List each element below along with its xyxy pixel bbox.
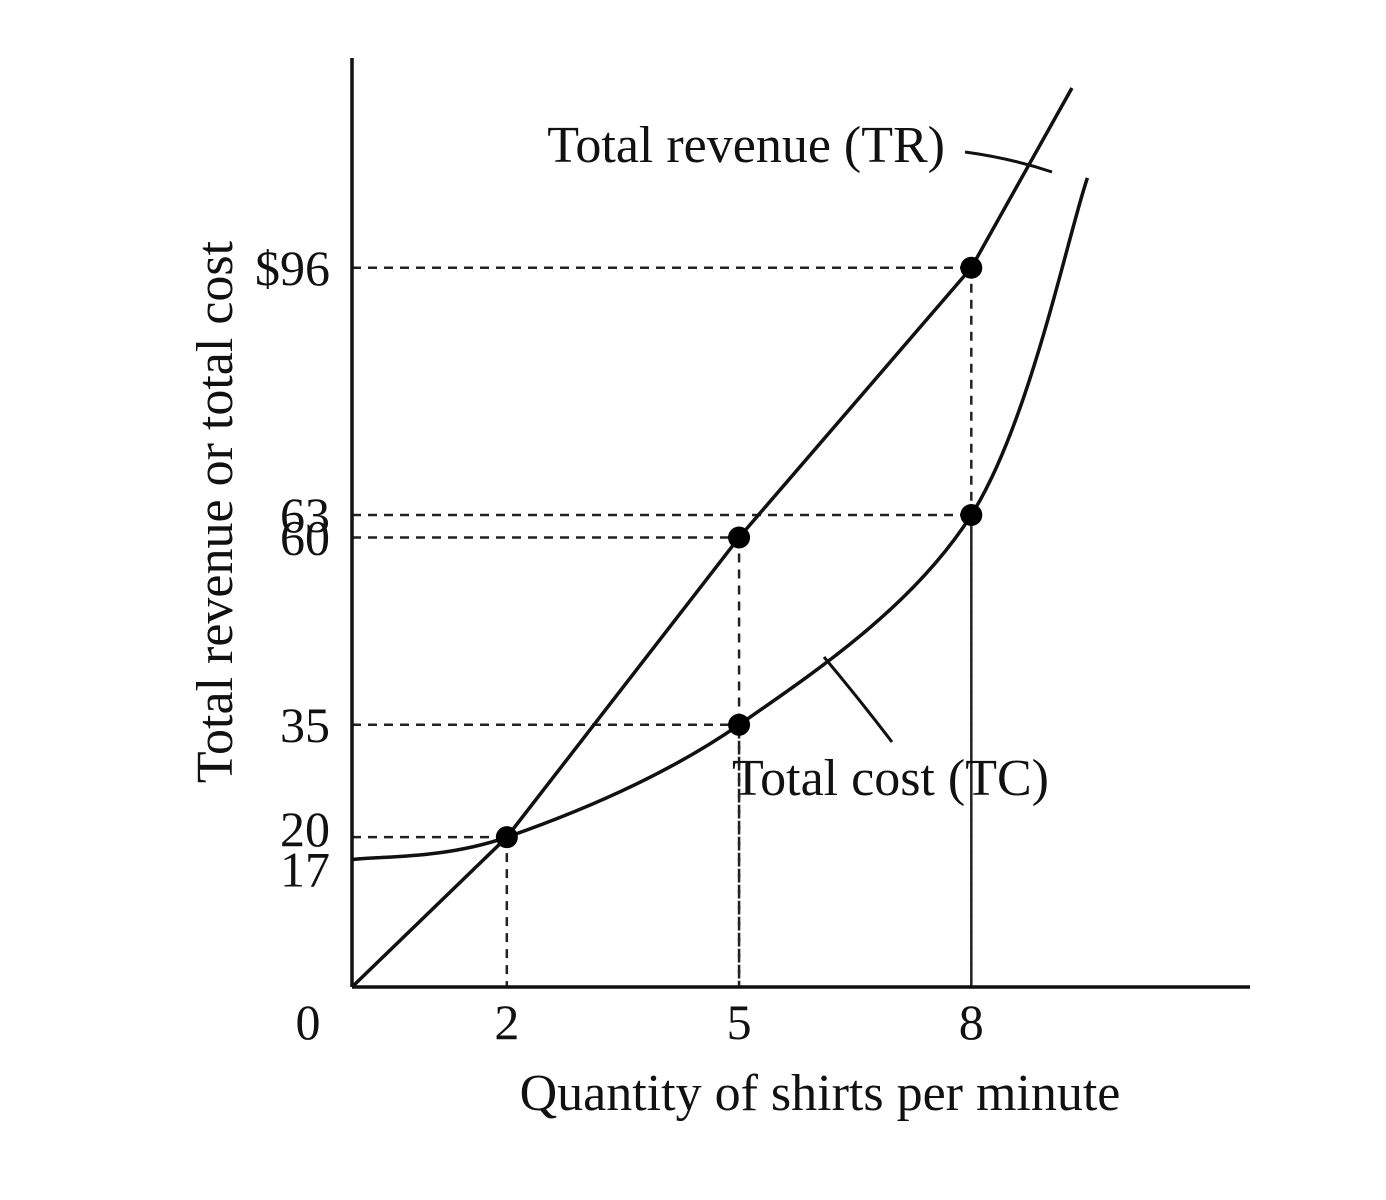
- tc-curve: [351, 177, 1090, 862]
- data-point-4: [960, 504, 983, 527]
- tr-series-label: Total revenue (TR): [547, 117, 945, 174]
- origin-label: 0: [296, 994, 321, 1050]
- guide-lines: [352, 266, 973, 987]
- data-points: [495, 256, 983, 849]
- y-tick-label-1: 20: [280, 801, 330, 857]
- data-point-0: [495, 826, 518, 849]
- x-axis-title: Quantity of shirts per minute: [520, 1065, 1121, 1122]
- data-point-2: [728, 713, 751, 736]
- tr-label-leader: [964, 150, 1053, 174]
- tc-series-label: Total cost (TC): [732, 750, 1049, 807]
- x-tick-label-1: 5: [727, 994, 752, 1050]
- y-axis-title: Total revenue or total cost: [187, 240, 244, 783]
- tc-label-leader: [822, 656, 894, 743]
- curves: [350, 87, 1090, 989]
- y-tick-label-3: 60: [280, 509, 330, 565]
- x-tick-label-2: 8: [959, 994, 984, 1050]
- y-tick-label-4: 63: [280, 487, 330, 543]
- data-point-1: [728, 526, 751, 549]
- data-point-3: [960, 256, 983, 279]
- y-tick-label-5: $96: [255, 240, 330, 296]
- y-tick-label-0: 17: [280, 842, 330, 898]
- x-tick-labels: 2 5 8: [494, 994, 983, 1050]
- y-tick-label-2: 35: [280, 697, 330, 753]
- x-tick-label-0: 2: [494, 994, 519, 1050]
